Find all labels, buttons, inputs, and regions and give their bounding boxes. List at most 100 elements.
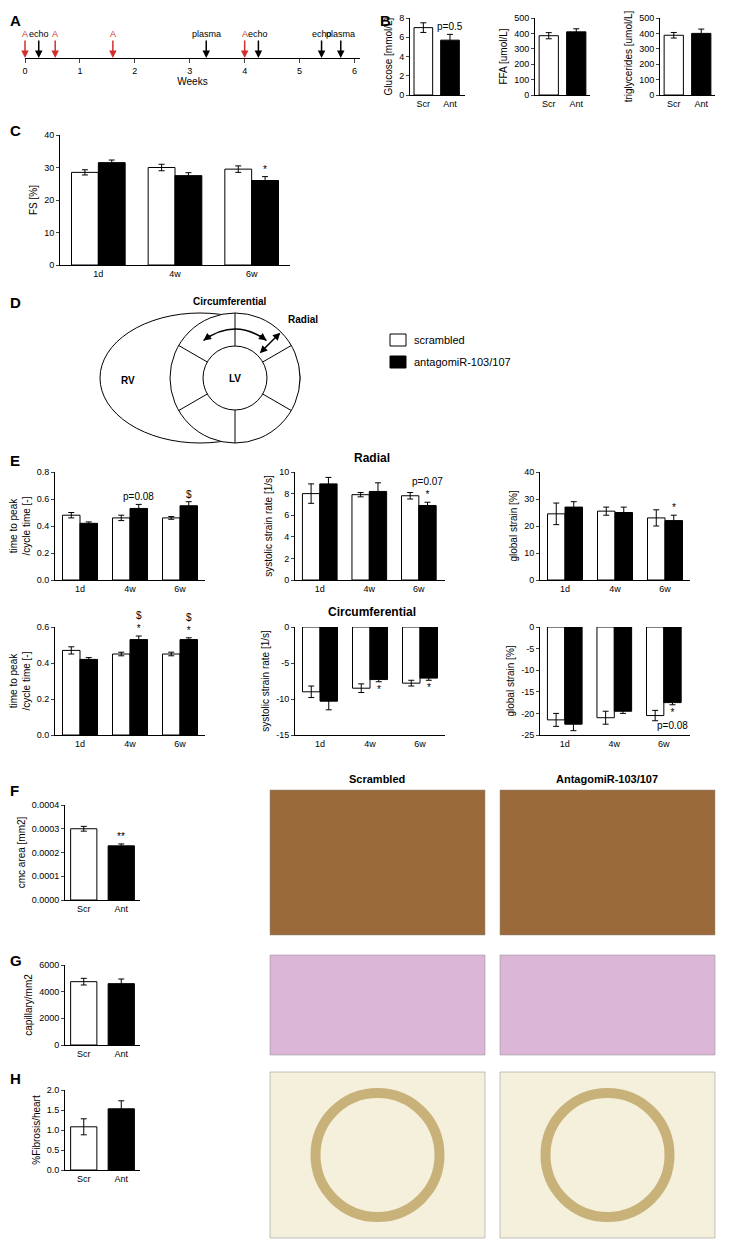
svg-text:echo: echo	[29, 29, 49, 39]
svg-text:A: A	[110, 29, 116, 39]
svg-text:6w: 6w	[246, 269, 258, 279]
svg-text:Glucose [mmol/L]: Glucose [mmol/L]	[383, 17, 394, 95]
svg-text:0.4: 0.4	[37, 658, 50, 668]
svg-text:Scr: Scr	[77, 1174, 91, 1184]
svg-text:scrambled: scrambled	[414, 334, 465, 346]
svg-text:Ant: Ant	[114, 1174, 128, 1184]
svg-text:0.2: 0.2	[37, 548, 50, 558]
svg-text:Ant: Ant	[114, 904, 128, 914]
svg-text:300: 300	[514, 44, 529, 54]
svg-text:3: 3	[187, 66, 192, 76]
svg-text:Scr: Scr	[77, 1049, 91, 1059]
svg-text:0.0000: 0.0000	[32, 895, 60, 905]
svg-text:Circumferential: Circumferential	[328, 605, 416, 619]
svg-text:6: 6	[399, 32, 404, 42]
svg-text:%Fibrosis/heart: %Fibrosis/heart	[31, 1095, 42, 1165]
svg-text:systolic strain rate [1/s]: systolic strain rate [1/s]	[263, 475, 274, 577]
svg-text:global strain [%]: global strain [%]	[508, 490, 519, 561]
svg-text:40: 40	[44, 130, 54, 140]
svg-text:0.0: 0.0	[47, 1165, 60, 1175]
svg-text:-15: -15	[276, 730, 289, 740]
svg-text:time to peak/cycle time [-]: time to peak/cycle time [-]	[8, 651, 32, 710]
svg-text:*: *	[377, 684, 381, 695]
svg-text:D: D	[10, 294, 21, 311]
svg-text:1.5: 1.5	[47, 1105, 60, 1115]
svg-text:1d: 1d	[75, 584, 85, 594]
svg-text:4w: 4w	[169, 269, 181, 279]
svg-text:0.6: 0.6	[37, 494, 50, 504]
svg-text:H: H	[10, 1070, 21, 1087]
svg-text:$: $	[186, 489, 192, 500]
svg-text:Ant: Ant	[114, 1049, 128, 1059]
svg-text:10: 10	[279, 467, 289, 477]
svg-text:-10: -10	[276, 694, 289, 704]
svg-text:1.0: 1.0	[47, 1125, 60, 1135]
svg-text:1d: 1d	[315, 739, 325, 749]
svg-text:1d: 1d	[93, 269, 103, 279]
svg-text:$*: $*	[186, 612, 192, 636]
svg-text:*p=0.08: *p=0.08	[657, 707, 688, 731]
svg-text:F: F	[10, 782, 19, 799]
svg-text:10: 10	[524, 548, 534, 558]
svg-text:0.0004: 0.0004	[32, 800, 60, 810]
svg-text:200: 200	[514, 59, 529, 69]
svg-text:0.4: 0.4	[37, 521, 50, 531]
svg-text:echo: echo	[312, 29, 332, 39]
svg-text:0.0003: 0.0003	[32, 824, 60, 834]
svg-text:6w: 6w	[174, 739, 186, 749]
svg-text:8: 8	[284, 489, 289, 499]
svg-text:2: 2	[284, 554, 289, 564]
svg-text:500: 500	[639, 13, 654, 23]
svg-text:10: 10	[44, 228, 54, 238]
svg-text:4: 4	[399, 52, 404, 62]
svg-text:p=0.07*: p=0.07*	[412, 476, 443, 500]
svg-text:1d: 1d	[315, 584, 325, 594]
svg-text:A: A	[52, 29, 58, 39]
svg-text:500: 500	[514, 13, 529, 23]
svg-text:8: 8	[399, 13, 404, 23]
svg-text:0.6: 0.6	[37, 622, 50, 632]
svg-text:Scr: Scr	[542, 99, 556, 109]
svg-text:**: **	[117, 831, 125, 842]
svg-text:0: 0	[284, 575, 289, 585]
svg-text:0.8: 0.8	[37, 467, 50, 477]
svg-text:A: A	[10, 12, 21, 29]
svg-text:6w: 6w	[659, 584, 671, 594]
svg-text:6w: 6w	[658, 739, 670, 749]
svg-text:2.0: 2.0	[47, 1085, 60, 1095]
svg-text:$*: $*	[136, 610, 142, 634]
svg-text:0: 0	[399, 90, 404, 100]
svg-text:200: 200	[639, 59, 654, 69]
svg-text:p=0.5: p=0.5	[437, 21, 463, 32]
svg-text:*: *	[263, 164, 267, 175]
svg-text:Ant: Ant	[569, 99, 583, 109]
svg-text:2: 2	[399, 71, 404, 81]
svg-text:echo: echo	[248, 29, 268, 39]
svg-text:400: 400	[639, 29, 654, 39]
svg-text:antagomiR-103/107: antagomiR-103/107	[414, 356, 511, 368]
svg-text:6w: 6w	[413, 584, 425, 594]
svg-text:6w: 6w	[174, 584, 186, 594]
svg-text:0.5: 0.5	[47, 1145, 60, 1155]
svg-text:A: A	[242, 29, 248, 39]
svg-text:-20: -20	[521, 709, 534, 719]
svg-text:LV: LV	[229, 373, 241, 384]
svg-text:0: 0	[49, 260, 54, 270]
svg-text:*: *	[427, 682, 431, 693]
svg-text:B: B	[380, 12, 391, 29]
svg-text:4000: 4000	[39, 987, 59, 997]
svg-text:-5: -5	[526, 644, 534, 654]
svg-text:-25: -25	[521, 730, 534, 740]
svg-text:4w: 4w	[124, 739, 136, 749]
svg-text:Scrambled: Scrambled	[349, 773, 405, 785]
svg-text:triglycerides [umol/L]: triglycerides [umol/L]	[623, 10, 634, 102]
svg-text:0: 0	[524, 90, 529, 100]
svg-text:20: 20	[44, 195, 54, 205]
svg-text:6: 6	[352, 66, 357, 76]
svg-text:4w: 4w	[124, 584, 136, 594]
svg-text:6w: 6w	[414, 739, 426, 749]
svg-text:A: A	[22, 29, 28, 39]
svg-text:0: 0	[529, 575, 534, 585]
svg-text:cmc area [mm2]: cmc area [mm2]	[16, 816, 27, 888]
svg-text:0: 0	[284, 622, 289, 632]
